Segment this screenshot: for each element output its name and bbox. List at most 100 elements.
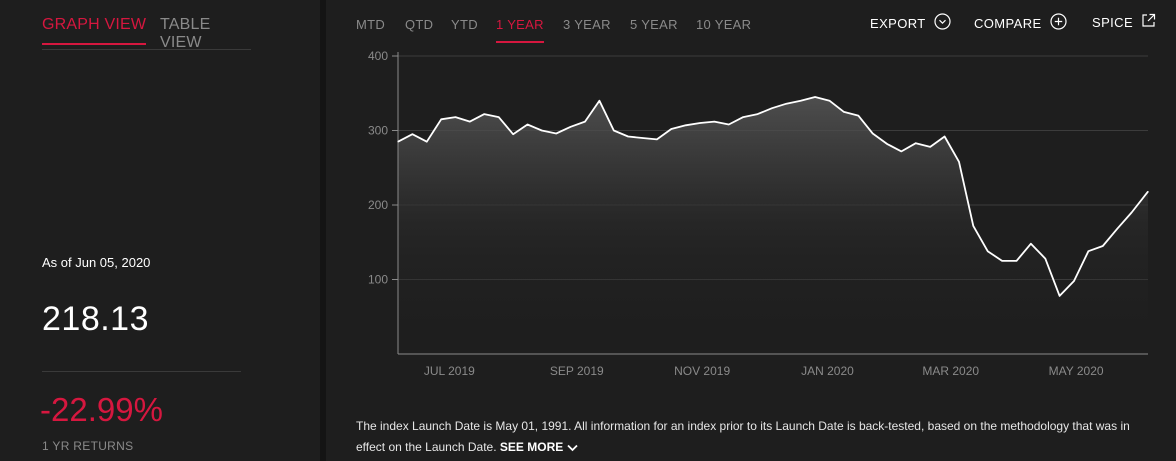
- data-point: [1059, 295, 1061, 297]
- x-tick-label: NOV 2019: [674, 364, 730, 378]
- data-point: [641, 137, 644, 139]
- return-value: -22.99%: [40, 391, 163, 428]
- data-point: [541, 129, 543, 132]
- compare-button[interactable]: COMPARE: [974, 13, 1067, 33]
- return-label: 1 YR RETURNS: [42, 439, 134, 453]
- data-point: [397, 141, 399, 143]
- data-point: [512, 133, 514, 135]
- data-point: [598, 100, 600, 102]
- data-point: [872, 132, 874, 135]
- plus-circle-icon: [1049, 13, 1067, 33]
- data-point: [411, 133, 413, 135]
- data-point: [1147, 191, 1149, 193]
- index-value: 218.13: [42, 300, 149, 338]
- y-tick-label: 200: [368, 198, 388, 212]
- data-point: [440, 118, 442, 120]
- index-chart: 100 200 300 400 JUL 2019 SEP 2019 NOV 2019 JAN…: [368, 49, 1149, 378]
- panel-gap: [320, 0, 326, 461]
- left-panel: GRAPH VIEW TABLE VIEW As of Jun 05, 2020…: [0, 0, 320, 461]
- data-point: [498, 116, 500, 118]
- spice-link[interactable]: SPICE: [1092, 13, 1156, 31]
- export-label: EXPORT: [870, 15, 926, 31]
- data-point: [1073, 280, 1075, 282]
- x-tick-label: JAN 2020: [801, 364, 854, 378]
- tab-range-10-year[interactable]: 10 YEAR: [696, 17, 752, 32]
- data-point: [656, 138, 658, 140]
- tab-range-ytd[interactable]: YTD: [451, 17, 478, 32]
- y-tick-label: 100: [368, 273, 388, 287]
- data-point: [944, 135, 946, 138]
- data-point: [886, 143, 888, 145]
- chevron-down-icon: [566, 444, 578, 452]
- data-point: [800, 100, 802, 102]
- data-point: [584, 121, 586, 123]
- tab-range-5-year[interactable]: 5 YEAR: [630, 17, 678, 32]
- axes: [392, 52, 1148, 355]
- area-fill: [398, 97, 1148, 354]
- chart-panel: MTD QTD YTD 1 YEAR 3 YEAR 5 YEAR 10 YEAR…: [326, 0, 1176, 461]
- data-point: [785, 103, 787, 105]
- data-point: [613, 129, 615, 132]
- data-point: [483, 113, 485, 115]
- x-tick-label: MAY 2020: [1049, 364, 1104, 378]
- data-point: [1030, 243, 1032, 245]
- y-tick-label: 300: [368, 124, 388, 138]
- tab-table-view[interactable]: TABLE VIEW: [160, 16, 211, 51]
- data-point: [900, 150, 903, 152]
- as-of-date: As of Jun 05, 2020: [42, 255, 151, 270]
- data-point: [570, 126, 572, 128]
- data-point: [1001, 260, 1003, 262]
- series-line-group: [397, 96, 1149, 297]
- data-point: [454, 116, 457, 118]
- data-point: [670, 128, 672, 130]
- divider: [42, 371, 241, 372]
- data-point: [1116, 228, 1118, 230]
- launch-date-note: The index Launch Date is May 01, 1991. A…: [356, 416, 1156, 458]
- y-tick-labels: 100 200 300 400: [368, 49, 388, 287]
- data-point: [915, 142, 917, 144]
- data-point: [828, 100, 831, 102]
- data-point: [685, 124, 687, 126]
- tab-range-3-year[interactable]: 3 YEAR: [563, 17, 611, 32]
- data-point: [426, 141, 428, 143]
- data-point: [757, 113, 759, 115]
- data-point: [857, 115, 859, 117]
- series-area: [398, 97, 1148, 354]
- data-point: [555, 132, 557, 135]
- data-point: [526, 123, 529, 126]
- data-point: [1044, 258, 1046, 260]
- tab-range-mtd[interactable]: MTD: [356, 17, 386, 32]
- data-point: [627, 135, 629, 138]
- data-point: [1087, 250, 1089, 252]
- data-point: [814, 96, 816, 98]
- x-tick-labels: JUL 2019 SEP 2019 NOV 2019 JAN 2020 MAR 2020…: [424, 364, 1104, 378]
- tab-graph-view[interactable]: GRAPH VIEW: [42, 16, 147, 45]
- export-button[interactable]: EXPORT: [870, 13, 951, 33]
- data-point: [699, 122, 701, 124]
- view-tabs: GRAPH VIEW TABLE VIEW: [42, 16, 251, 51]
- data-point: [972, 225, 974, 227]
- data-point: [713, 121, 715, 123]
- data-point: [929, 146, 931, 148]
- see-more-link[interactable]: SEE MORE: [500, 440, 578, 454]
- x-tick-label: SEP 2019: [550, 364, 604, 378]
- data-point: [987, 250, 989, 252]
- data-point: [958, 161, 960, 163]
- data-point: [771, 107, 773, 109]
- compare-label: COMPARE: [974, 15, 1042, 31]
- x-tick-label: MAR 2020: [922, 364, 979, 378]
- data-point: [1102, 245, 1104, 247]
- data-point: [1131, 211, 1133, 214]
- spice-label: SPICE: [1092, 14, 1134, 30]
- data-point: [1015, 260, 1018, 262]
- data-point: [843, 111, 845, 113]
- data-point: [742, 116, 744, 118]
- tab-range-1-year[interactable]: 1 YEAR: [496, 17, 544, 43]
- x-tick-label: JUL 2019: [424, 364, 475, 378]
- data-point: [728, 123, 730, 126]
- y-tick-label: 400: [368, 49, 388, 63]
- see-more-label: SEE MORE: [499, 440, 564, 454]
- data-point: [469, 121, 471, 123]
- tab-range-qtd[interactable]: QTD: [405, 17, 434, 32]
- chevron-circle-icon: [934, 13, 951, 33]
